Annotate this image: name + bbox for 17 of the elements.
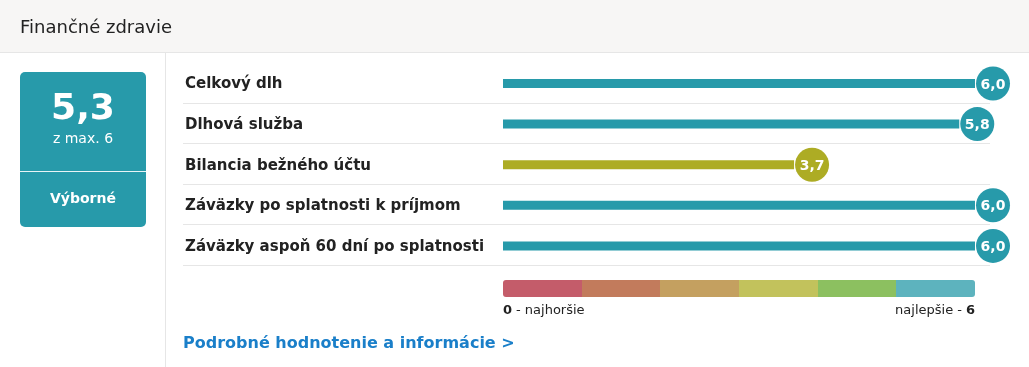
data-label: 5,8 bbox=[964, 116, 990, 133]
score-card: 5,3 z max. 6 Výborné bbox=[20, 72, 146, 227]
text: Finančné zdravie bbox=[20, 16, 173, 37]
x-tick-label: 6 bbox=[965, 302, 975, 317]
data-label: 3,7 bbox=[799, 156, 825, 173]
text: Podrobné hodnotenie a informácie > bbox=[183, 333, 515, 352]
y-tick-label: Záväzky aspoň 60 dní po splatnosti bbox=[185, 236, 485, 255]
x-tick-label: 0 bbox=[503, 302, 513, 317]
data-label: 6,0 bbox=[980, 75, 1006, 92]
text: najlepšie - bbox=[895, 302, 963, 317]
y-tick-label: Dlhová služba bbox=[185, 114, 304, 133]
y-tick-label: Celkový dlh bbox=[185, 74, 283, 93]
y-tick-label: Bilancia bežného účtu bbox=[185, 155, 372, 174]
data-label: 6,0 bbox=[980, 237, 1006, 254]
text: - najhoršie bbox=[516, 302, 585, 317]
data-label: 6,0 bbox=[980, 197, 1006, 214]
y-tick-label: Záväzky po splatnosti k príjmom bbox=[185, 196, 461, 215]
